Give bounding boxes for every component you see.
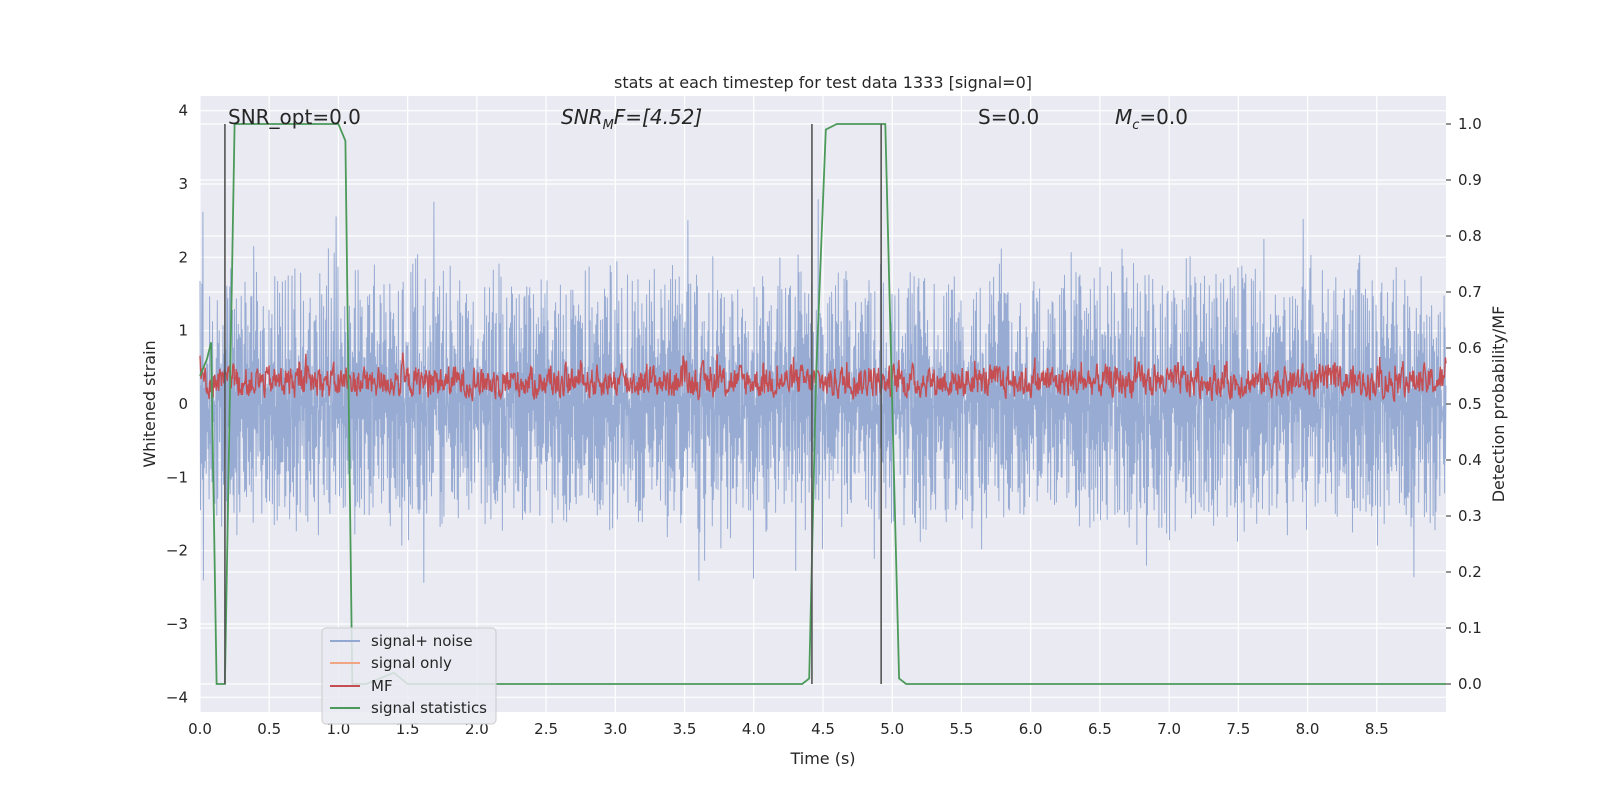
y-right-tick-label: 0.7: [1458, 283, 1482, 301]
legend: signal+ noise signal only MF signal stat…: [321, 627, 497, 725]
x-tick-label: 4.5: [811, 720, 835, 738]
x-tick-label: 5.0: [880, 720, 904, 738]
x-tick-label: 8.0: [1296, 720, 1320, 738]
annotation-snr-mf: SNRMF=[4.52]: [561, 105, 702, 133]
annotation-mc-suffix: =0.0: [1139, 105, 1188, 129]
x-axis-ticks: 0.0 0.5 1.0 1.5 2.0 2.5 3.0 3.5 4.0 4.5 5.0 5.5 6.0 6…: [188, 720, 1389, 738]
annotation-mc-subscript: c: [1132, 118, 1139, 133]
y-left-tick-label: 4: [178, 102, 188, 120]
x-tick-label: 3.5: [673, 720, 697, 738]
legend-label-signal-noise: signal+ noise: [371, 632, 473, 650]
x-tick-label: 5.5: [950, 720, 974, 738]
y-left-tick-label: −2: [166, 542, 188, 560]
y-right-tick-label: 0.1: [1458, 619, 1482, 637]
y-left-tick-label: −4: [166, 688, 188, 706]
x-axis-label: Time (s): [789, 749, 855, 768]
legend-label-signal-only: signal only: [371, 654, 452, 672]
y-right-tick-label: 0.3: [1458, 507, 1482, 525]
x-tick-label: 6.0: [1019, 720, 1043, 738]
annotation-snr-mf-subscript: M: [603, 118, 614, 133]
y-left-tick-label: 1: [178, 322, 188, 340]
y-left-axis-label: Whitened strain: [140, 340, 159, 467]
y-right-tick-label: 0.0: [1458, 675, 1482, 693]
y-right-tick-label: 0.6: [1458, 339, 1482, 357]
series-mf: [199, 352, 1447, 403]
annotation-mc-prefix: M: [1115, 105, 1132, 129]
legend-box: [321, 627, 497, 725]
x-tick-label: 8.5: [1365, 720, 1389, 738]
y-right-tick-label: 0.4: [1458, 451, 1482, 469]
x-tick-label: 0.5: [257, 720, 281, 738]
chart-title: stats at each timestep for test data 133…: [614, 73, 1032, 92]
y-left-tick-label: −1: [166, 468, 188, 486]
x-tick-label: 2.5: [534, 720, 558, 738]
annotation-snr-opt: SNR_opt=0.0: [228, 105, 361, 129]
marker-layer: [224, 124, 882, 684]
annotation-snr-mf-prefix: SNR: [561, 105, 603, 129]
y-right-axis-label: Detection probability/MF: [1489, 306, 1508, 503]
y-left-tick-label: 2: [178, 248, 188, 266]
y-left-tick-label: 3: [178, 175, 188, 193]
y-left-tick-label: −3: [166, 615, 188, 633]
y-right-tick-label: 0.8: [1458, 227, 1482, 245]
y-right-tick-label: 0.2: [1458, 563, 1482, 581]
legend-label-signal-statistics: signal statistics: [371, 699, 487, 717]
x-tick-label: 7.0: [1157, 720, 1181, 738]
x-tick-label: 6.5: [1088, 720, 1112, 738]
legend-label-mf: MF: [371, 677, 393, 695]
x-tick-label: 4.0: [742, 720, 766, 738]
y-left-axis-ticks: 4 3 2 1 0 −1 −2 −3 −4: [166, 102, 188, 707]
x-tick-label: 7.5: [1226, 720, 1250, 738]
y-right-axis-ticks: 1.0 0.9 0.8 0.7 0.6 0.5 0.4 0.3 0.2 0.1 0.0: [1446, 115, 1482, 693]
y-right-tick-label: 0.5: [1458, 395, 1482, 413]
x-tick-label: 0.0: [188, 720, 212, 738]
y-right-tick-label: 0.9: [1458, 171, 1482, 189]
annotation-mc: Mc=0.0: [1115, 105, 1188, 133]
annotation-s: S=0.0: [978, 105, 1039, 129]
x-tick-label: 3.0: [603, 720, 627, 738]
y-left-tick-label: 0: [178, 395, 188, 413]
annotation-snr-mf-suffix: F=[4.52]: [614, 105, 702, 129]
y-right-tick-label: 1.0: [1458, 115, 1482, 133]
